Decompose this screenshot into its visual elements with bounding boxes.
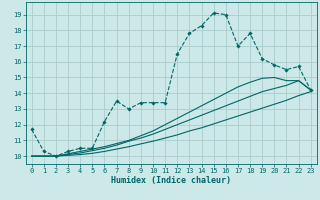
- X-axis label: Humidex (Indice chaleur): Humidex (Indice chaleur): [111, 176, 231, 185]
